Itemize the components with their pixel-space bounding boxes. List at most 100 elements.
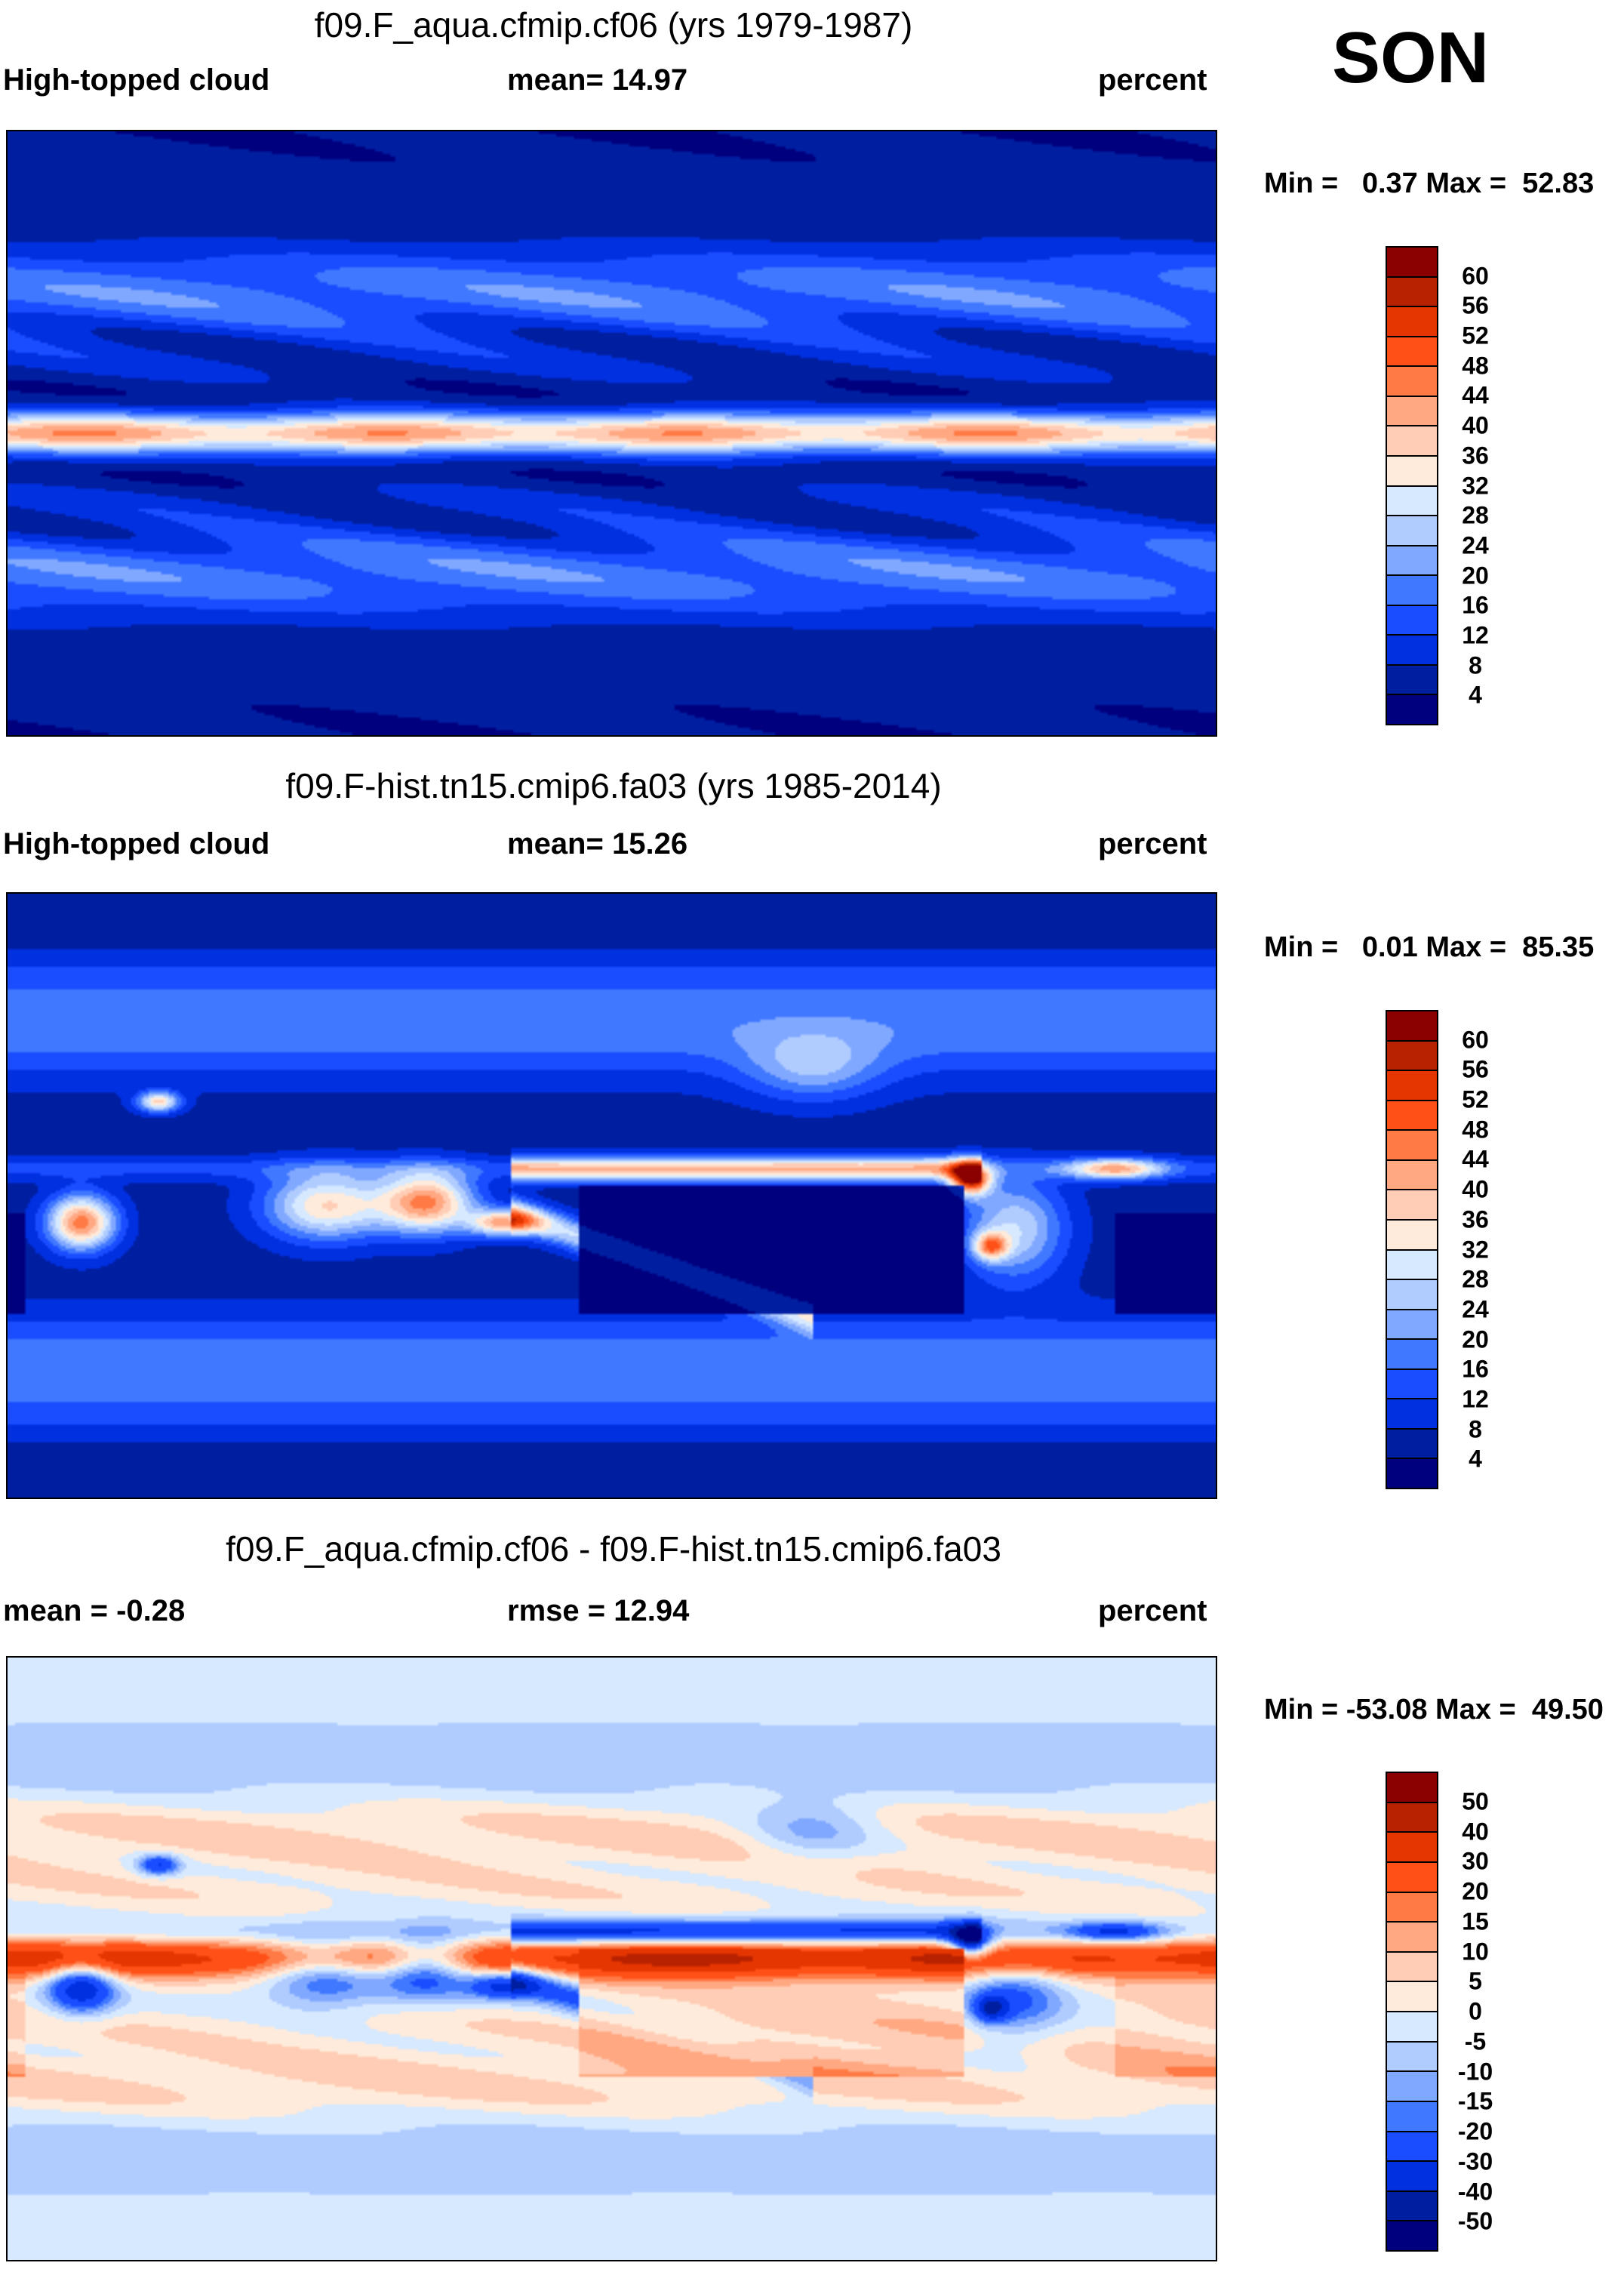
colorbar-tick-label: 12 bbox=[1462, 621, 1489, 649]
colorbar-box bbox=[1387, 634, 1437, 664]
colorbar-tick-label: 12 bbox=[1462, 1385, 1489, 1413]
colorbar-tick-label: -50 bbox=[1457, 2207, 1493, 2235]
colorbar-tick-label: 0 bbox=[1469, 1997, 1482, 2025]
colorbar-box bbox=[1387, 2220, 1437, 2250]
colorbar-tick-label: 60 bbox=[1462, 1026, 1489, 1054]
colorbar-box bbox=[1387, 2011, 1437, 2041]
colorbar-box bbox=[1387, 604, 1437, 635]
colorbar-box bbox=[1387, 1950, 1437, 1981]
units-label: percent bbox=[1098, 1594, 1207, 1627]
colorbar-tick-label: 4 bbox=[1469, 1445, 1482, 1473]
colorbar-tick-label: 56 bbox=[1462, 1055, 1489, 1083]
colorbar-tick-label: 40 bbox=[1462, 1818, 1489, 1845]
colorbar-box bbox=[1387, 1279, 1437, 1309]
min-max-label: Min = -53.08 Max = 49.50 bbox=[1264, 1694, 1604, 1726]
contour-map bbox=[6, 1656, 1217, 2261]
colorbar-box bbox=[1387, 365, 1437, 396]
colorbar-box bbox=[1387, 1427, 1437, 1458]
colorbar bbox=[1386, 1772, 1438, 2252]
contour-field bbox=[8, 1658, 1216, 2260]
colorbar-box bbox=[1387, 1039, 1437, 1070]
colorbar-box bbox=[1387, 2130, 1437, 2161]
colorbar-box bbox=[1387, 485, 1437, 516]
units-label: percent bbox=[1098, 63, 1207, 97]
contour-map bbox=[6, 130, 1217, 737]
colorbar-tick-label: 16 bbox=[1462, 591, 1489, 619]
colorbar-tick-label: 36 bbox=[1462, 1205, 1489, 1233]
colorbar-tick-label: 52 bbox=[1462, 322, 1489, 349]
colorbar-box bbox=[1387, 2160, 1437, 2190]
colorbar-tick-label: 52 bbox=[1462, 1085, 1489, 1113]
colorbar-box bbox=[1387, 306, 1437, 336]
colorbar-tick-label: -5 bbox=[1464, 2027, 1487, 2055]
colorbar-box bbox=[1387, 1981, 1437, 2011]
colorbar-box bbox=[1387, 1861, 1437, 1892]
colorbar-box bbox=[1387, 1099, 1437, 1130]
left-label: mean = -0.28 bbox=[3, 1594, 186, 1627]
left-label: High-topped cloud bbox=[3, 827, 270, 860]
colorbar-tick-label: 50 bbox=[1462, 1787, 1489, 1815]
colorbar-box bbox=[1387, 1189, 1437, 1219]
colorbar-tick-label: 10 bbox=[1462, 1938, 1489, 1965]
colorbar-tick-label: 20 bbox=[1462, 1877, 1489, 1905]
center-label: mean= 14.97 bbox=[507, 63, 688, 97]
colorbar-tick-label: 40 bbox=[1462, 411, 1489, 439]
colorbar-box bbox=[1387, 425, 1437, 455]
colorbar-box bbox=[1387, 544, 1437, 575]
center-label: mean= 15.26 bbox=[507, 827, 688, 860]
colorbar-tick-label: 28 bbox=[1462, 501, 1489, 529]
center-label: rmse = 12.94 bbox=[507, 1594, 690, 1627]
colorbar-box bbox=[1387, 515, 1437, 545]
colorbar-box bbox=[1387, 1308, 1437, 1339]
left-label: High-topped cloud bbox=[3, 63, 270, 97]
colorbar-box bbox=[1387, 1398, 1437, 1428]
season-label: SON bbox=[1332, 17, 1490, 98]
colorbar-tick-label: -10 bbox=[1457, 2058, 1493, 2085]
colorbar-tick-label: 24 bbox=[1462, 1295, 1489, 1323]
colorbar-tick-label: 15 bbox=[1462, 1907, 1489, 1935]
panel-title: f09.F_aqua.cfmip.cf06 - f09.F-hist.tn15.… bbox=[226, 1529, 1001, 1569]
colorbar-box bbox=[1387, 248, 1437, 276]
colorbar-tick-label: -40 bbox=[1457, 2178, 1493, 2205]
colorbar-box bbox=[1387, 1338, 1437, 1368]
colorbar-tick-label: 48 bbox=[1462, 1116, 1489, 1144]
colorbar-box bbox=[1387, 1921, 1437, 1951]
colorbar-tick-label: -15 bbox=[1457, 2087, 1493, 2115]
colorbar-box bbox=[1387, 574, 1437, 605]
min-max-label: Min = 0.01 Max = 85.35 bbox=[1264, 931, 1595, 963]
colorbar-box bbox=[1387, 694, 1437, 724]
colorbar-tick-label: 48 bbox=[1462, 352, 1489, 380]
colorbar-box bbox=[1387, 1368, 1437, 1399]
colorbar-tick-label: -20 bbox=[1457, 2117, 1493, 2145]
panel-title: f09.F-hist.tn15.cmip6.fa03 (yrs 1985-201… bbox=[285, 766, 942, 805]
colorbar-box bbox=[1387, 1070, 1437, 1100]
colorbar-tick-label: 20 bbox=[1462, 562, 1489, 590]
contour-field bbox=[8, 131, 1216, 735]
colorbar-tick-label: 56 bbox=[1462, 291, 1489, 319]
colorbar-box bbox=[1387, 2100, 1437, 2131]
colorbar-tick-label: 36 bbox=[1462, 442, 1489, 469]
colorbar-tick-label: 44 bbox=[1462, 1145, 1489, 1173]
colorbar-tick-label: 16 bbox=[1462, 1355, 1489, 1383]
colorbar-tick-label: 30 bbox=[1462, 1847, 1489, 1875]
contour-map bbox=[6, 892, 1217, 1499]
colorbar-box bbox=[1387, 2040, 1437, 2071]
colorbar-tick-label: 44 bbox=[1462, 381, 1489, 409]
colorbar-tick-label: 28 bbox=[1462, 1265, 1489, 1293]
colorbar-box bbox=[1387, 1159, 1437, 1190]
colorbar-tick-label: 32 bbox=[1462, 1236, 1489, 1263]
colorbar-tick-label: 5 bbox=[1469, 1967, 1482, 1995]
colorbar-tick-label: 20 bbox=[1462, 1325, 1489, 1353]
min-max-label: Min = 0.37 Max = 52.83 bbox=[1264, 168, 1595, 199]
panel-title: f09.F_aqua.cfmip.cf06 (yrs 1979-1987) bbox=[314, 5, 913, 45]
colorbar-tick-label: 8 bbox=[1469, 651, 1482, 679]
colorbar bbox=[1386, 246, 1438, 725]
colorbar-box bbox=[1387, 395, 1437, 426]
colorbar-box bbox=[1387, 454, 1437, 485]
colorbar-tick-label: 4 bbox=[1469, 681, 1482, 709]
colorbar-box bbox=[1387, 1248, 1437, 1279]
colorbar-tick-label: 32 bbox=[1462, 472, 1489, 499]
colorbar-box bbox=[1387, 276, 1437, 306]
colorbar-box bbox=[1387, 2070, 1437, 2101]
colorbar bbox=[1386, 1010, 1438, 1489]
